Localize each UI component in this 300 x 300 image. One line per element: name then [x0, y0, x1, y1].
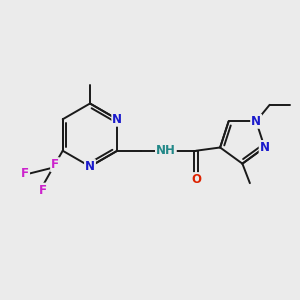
Text: N: N: [85, 160, 95, 173]
Text: F: F: [38, 184, 46, 196]
Text: N: N: [260, 141, 270, 154]
Text: F: F: [51, 158, 59, 171]
Text: N: N: [251, 115, 261, 128]
Text: NH: NH: [156, 144, 176, 157]
Text: O: O: [191, 173, 201, 186]
Text: F: F: [21, 167, 29, 180]
Text: N: N: [112, 113, 122, 126]
